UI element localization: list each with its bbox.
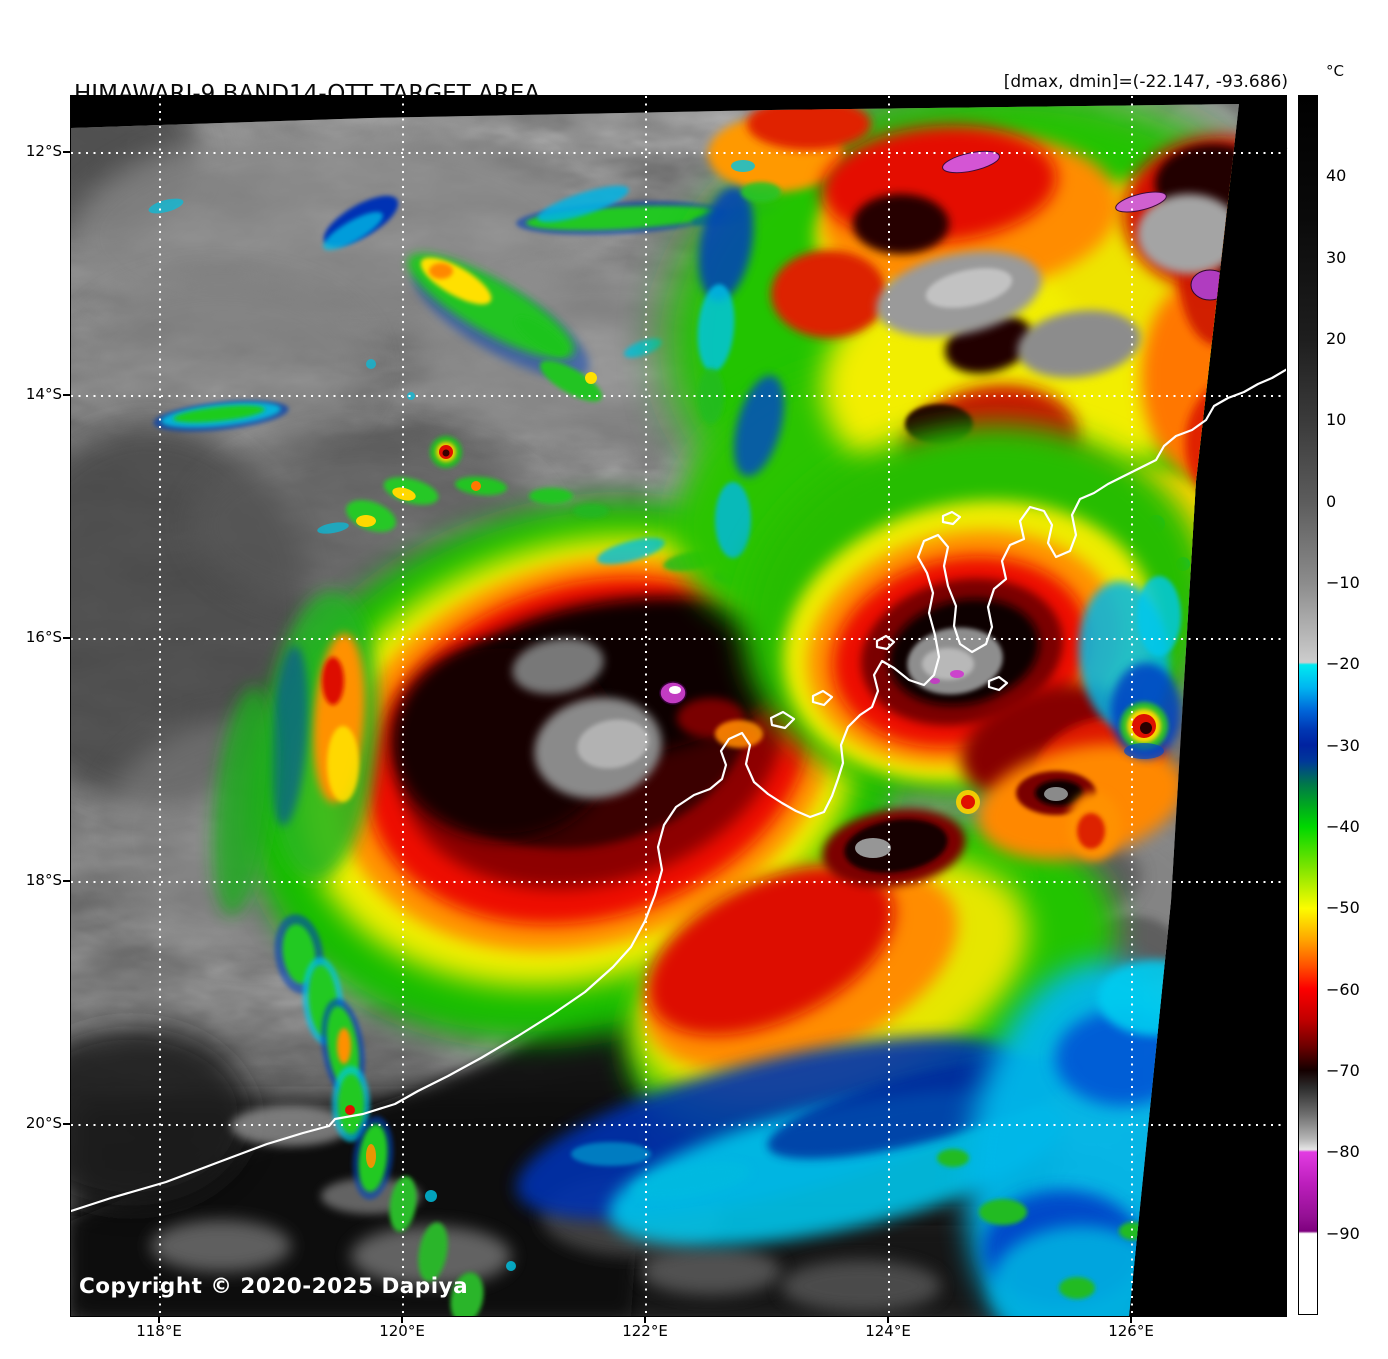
x-tick — [158, 1316, 160, 1323]
colorbar-tick-label: 30 — [1326, 248, 1347, 267]
colorbar-unit: °C — [1326, 62, 1344, 80]
x-tick — [644, 1316, 646, 1323]
lon-tick-label: 124°E — [865, 1322, 911, 1340]
colorbar-tick-label: −30 — [1326, 736, 1360, 755]
y-tick — [63, 637, 70, 639]
lon-tick-label: 118°E — [136, 1322, 182, 1340]
colorbar-tick-label: −90 — [1326, 1224, 1360, 1243]
satellite-scene — [71, 96, 1286, 1316]
colorbar-tick-label: 20 — [1326, 329, 1347, 348]
copyright-watermark: Copyright © 2020-2025 Dapiya — [79, 1274, 469, 1299]
map-plot-area: Copyright © 2020-2025 Dapiya — [70, 95, 1287, 1317]
lat-tick-label: 20°S — [25, 1114, 62, 1132]
colorbar-tick-label: 40 — [1326, 166, 1347, 185]
y-tick — [63, 151, 70, 153]
west-convective-streaks — [212, 591, 379, 916]
y-tick — [63, 880, 70, 882]
lat-tick-label: 18°S — [25, 871, 62, 889]
lon-tick-label: 126°E — [1108, 1322, 1154, 1340]
lat-tick-label: 16°S — [25, 628, 62, 646]
sw-streak-chain — [274, 914, 516, 1316]
colorbar-tick-label: −50 — [1326, 898, 1360, 917]
x-tick — [887, 1316, 889, 1323]
colorbar-gradient — [1298, 95, 1318, 1315]
cloud-field — [71, 104, 1239, 1316]
y-tick — [63, 394, 70, 396]
lat-tick-label: 12°S — [25, 142, 62, 160]
colorbar-tick-label: −80 — [1326, 1142, 1360, 1161]
y-tick — [63, 1123, 70, 1125]
page-title: HIMAWARI-9 BAND14-OTT TARGET AREA — [74, 81, 541, 107]
coastline — [71, 368, 1286, 1213]
colorbar-tick-label: −40 — [1326, 817, 1360, 836]
lat-tick-label: 14°S — [25, 385, 62, 403]
lon-tick-label: 120°E — [379, 1322, 425, 1340]
lon-tick-label: 122°E — [622, 1322, 668, 1340]
colorbar-tick-label: −70 — [1326, 1061, 1360, 1080]
colorbar-tick-label: −20 — [1326, 654, 1360, 673]
x-tick — [401, 1316, 403, 1323]
x-tick — [1130, 1316, 1132, 1323]
colorbar-tick-label: −10 — [1326, 573, 1360, 592]
gridlines — [71, 96, 1286, 1316]
colorbar-tick-label: 0 — [1326, 492, 1337, 511]
dmax-dmin-readout: [dmax, dmin]=(-22.147, -93.686) — [1003, 72, 1288, 92]
colorbar-tick-label: −60 — [1326, 980, 1360, 999]
colorbar-tick-label: 10 — [1326, 410, 1347, 429]
